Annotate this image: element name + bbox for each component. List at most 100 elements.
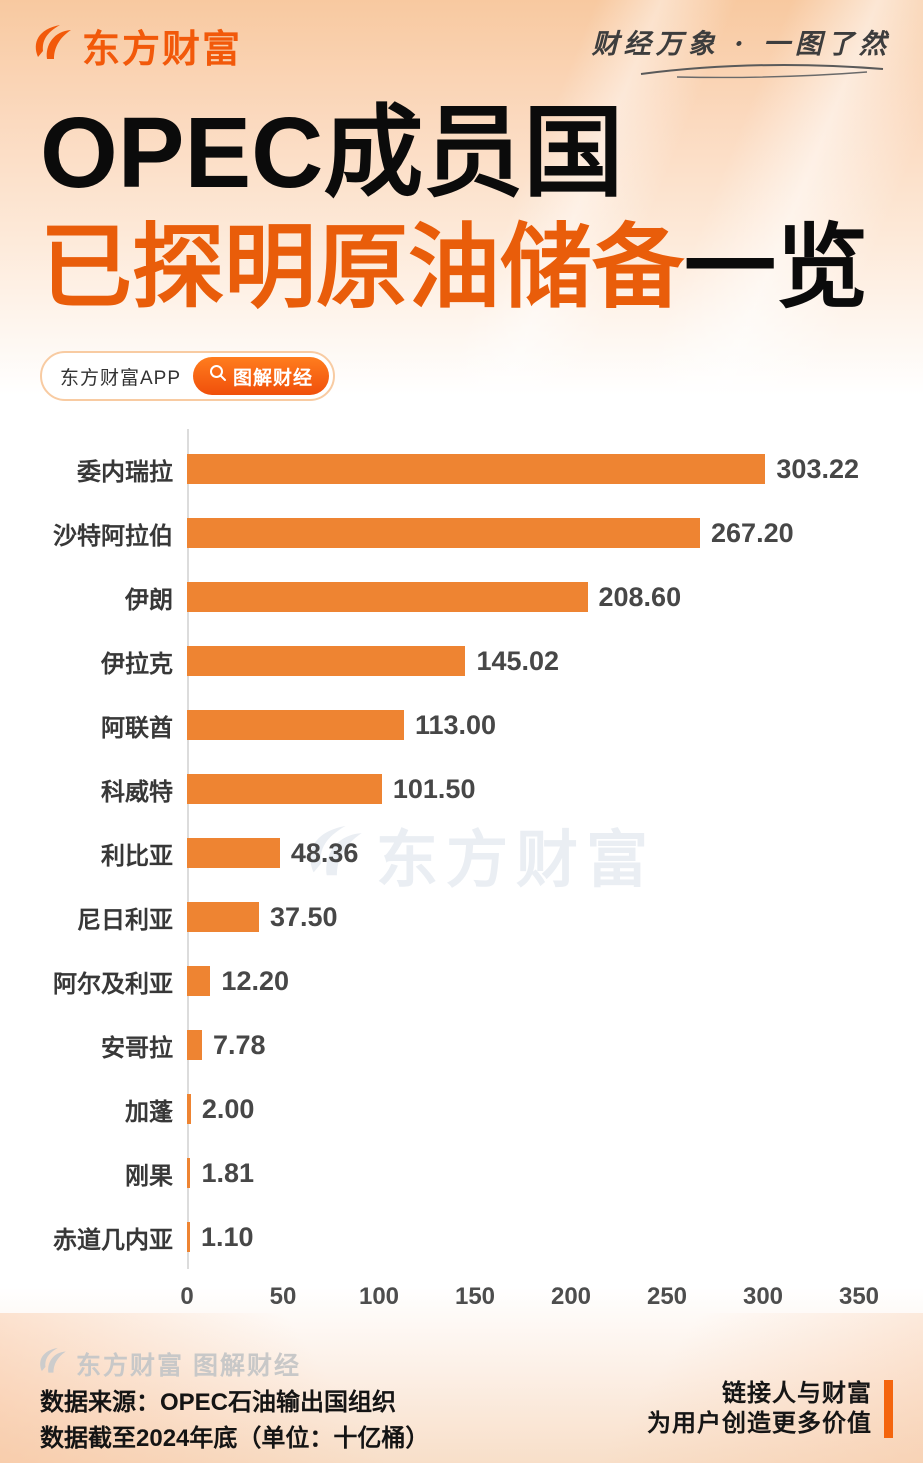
chart-row: 阿尔及利亚 12.20 xyxy=(30,949,893,1013)
chart-watermark: 东方财富 xyxy=(302,809,656,899)
chart-row: 科威特 101.50 xyxy=(30,757,893,821)
brand-logo: 东方财富 xyxy=(30,18,242,73)
plot-cell: 12.20 xyxy=(187,966,859,997)
plot-cell: 267.20 xyxy=(187,518,859,549)
x-axis-tick-label: 150 xyxy=(454,1283,496,1311)
tagline-text: 财经万象 · 一图了然 xyxy=(591,29,891,60)
plot-cell: 2.00 xyxy=(187,1094,859,1125)
bar xyxy=(187,454,766,485)
data-source-line1: 数据来源：OPEC石油输出国组织 xyxy=(40,1389,397,1417)
x-axis: 0 50 100 150 200 250 300 350 xyxy=(180,1269,879,1315)
chart-row: 阿联酋 113.00 xyxy=(30,693,893,757)
eastmoney-logo-gray-icon xyxy=(36,1345,68,1382)
title-line2-highlight: 已探明原油储备 xyxy=(40,217,685,319)
country-label: 利比亚 xyxy=(101,842,173,870)
chart-row: 安哥拉 7.78 xyxy=(30,1013,893,1077)
bar xyxy=(187,902,259,933)
data-source-line2: 数据截至2024年底（单位：十亿桶） xyxy=(40,1425,430,1453)
chart-watermark-text: 东方财富 xyxy=(376,826,657,896)
bar-value-label: 113.00 xyxy=(414,709,497,740)
slogan-accent-bar xyxy=(884,1380,893,1439)
bar-value-label: 12.20 xyxy=(221,965,289,996)
country-label: 阿联酋 xyxy=(101,714,173,742)
bar xyxy=(187,1222,190,1253)
bar-value-label: 303.22 xyxy=(776,453,859,484)
bar-value-label: 101.50 xyxy=(392,773,476,804)
eastmoney-logo-icon xyxy=(30,21,74,70)
plot-cell: 113.00 xyxy=(187,710,859,741)
country-label: 委内瑞拉 xyxy=(77,458,173,486)
chart-row: 伊朗 208.60 xyxy=(30,565,893,629)
bar xyxy=(187,838,280,869)
tagline: 财经万象 · 一图了然 xyxy=(592,22,891,79)
data-source-note: 数据来源：OPEC石油输出国组织 数据截至2024年底（单位：十亿桶） xyxy=(40,1385,429,1457)
chart-row: 沙特阿拉伯 267.20 xyxy=(30,501,893,565)
bar xyxy=(187,646,466,677)
footer-brand-watermark: 东方财富 图解财经 xyxy=(36,1345,301,1382)
x-axis-tick-label: 100 xyxy=(358,1283,400,1311)
plot-cell: 7.78 xyxy=(187,1030,859,1061)
x-axis-tick-label: 200 xyxy=(550,1283,592,1311)
bar-value-label: 48.36 xyxy=(290,837,359,868)
bar xyxy=(187,1158,191,1189)
x-axis-tick-label: 300 xyxy=(742,1283,784,1311)
x-axis-tick-label: 250 xyxy=(646,1283,688,1311)
search-icon xyxy=(209,364,227,388)
chart-row: 赤道几内亚 1.10 xyxy=(30,1205,893,1269)
country-label: 阿尔及利亚 xyxy=(53,970,173,998)
footer: 东方财富 图解财经 数据来源：OPEC石油输出国组织 数据截至2024年底（单位… xyxy=(0,1341,923,1463)
search-channel-button[interactable]: 图解财经 xyxy=(193,357,330,396)
bar xyxy=(187,710,404,741)
country-label: 尼日利亚 xyxy=(77,906,173,934)
slogan-line2: 为用户创造更多价值 xyxy=(647,1410,872,1438)
title-line1: OPEC成员国 xyxy=(40,97,624,209)
plot-cell: 48.36 xyxy=(187,838,859,869)
x-axis-tick-label: 0 xyxy=(180,1283,194,1311)
x-axis-tick-label: 50 xyxy=(269,1283,297,1311)
chart-row: 加蓬 2.00 xyxy=(30,1077,893,1141)
plot-cell: 101.50 xyxy=(187,774,859,805)
bar xyxy=(187,774,382,805)
app-badge: 东方财富APP 图解财经 xyxy=(40,351,336,402)
plot-cell: 1.81 xyxy=(187,1158,859,1189)
bar xyxy=(187,518,701,549)
plot-cell: 303.22 xyxy=(187,454,859,485)
page-title: OPEC成员国 已探明原油储备一览 xyxy=(40,98,923,319)
title-line2-rest: 一览 xyxy=(684,217,869,319)
bar-chart-rows: 东方财富 委内瑞拉 303.22 沙特阿拉伯 267.20 伊朗 208.60 … xyxy=(30,429,893,1270)
country-label: 刚果 xyxy=(125,1162,173,1190)
bar xyxy=(187,582,588,613)
bar-value-label: 1.10 xyxy=(201,1221,254,1252)
header: 东方财富 财经万象 · 一图了然 xyxy=(0,0,923,84)
plot-cell: 37.50 xyxy=(187,902,859,933)
plot-cell: 208.60 xyxy=(187,582,859,613)
title-line2: 已探明原油储备一览 xyxy=(40,217,923,319)
bar-value-label: 1.81 xyxy=(201,1157,255,1188)
chart-row: 伊拉克 145.02 xyxy=(30,629,893,693)
bar-value-label: 145.02 xyxy=(476,645,560,676)
country-label: 伊拉克 xyxy=(101,650,173,678)
chart-row: 尼日利亚 37.50 xyxy=(30,885,893,949)
eastmoney-watermark-icon xyxy=(302,820,366,889)
chart-row: 利比亚 48.36 xyxy=(30,821,893,885)
chart-row: 委内瑞拉 303.22 xyxy=(30,437,893,501)
bar-value-label: 7.78 xyxy=(212,1029,266,1060)
country-label: 安哥拉 xyxy=(101,1034,173,1062)
chart-row: 刚果 1.81 xyxy=(30,1141,893,1205)
country-label: 科威特 xyxy=(101,778,173,806)
country-label: 赤道几内亚 xyxy=(53,1226,173,1254)
footer-brand-watermark-text: 东方财富 图解财经 xyxy=(76,1351,301,1380)
slogan-line1: 链接人与财富 xyxy=(722,1380,872,1408)
plot-cell: 1.10 xyxy=(187,1222,859,1253)
bar xyxy=(187,1094,191,1125)
country-label: 伊朗 xyxy=(125,586,173,614)
country-label: 加蓬 xyxy=(125,1098,173,1126)
bar-value-label: 267.20 xyxy=(711,517,794,548)
bar-value-label: 2.00 xyxy=(201,1093,255,1124)
country-label: 沙特阿拉伯 xyxy=(53,522,173,550)
bar-value-label: 37.50 xyxy=(270,901,338,932)
bar-chart: 东方财富 委内瑞拉 303.22 沙特阿拉伯 267.20 伊朗 208.60 … xyxy=(30,429,893,1315)
brand-name: 东方财富 xyxy=(82,29,243,71)
brand-slogan: 链接人与财富 为用户创造更多价值 xyxy=(647,1379,893,1439)
